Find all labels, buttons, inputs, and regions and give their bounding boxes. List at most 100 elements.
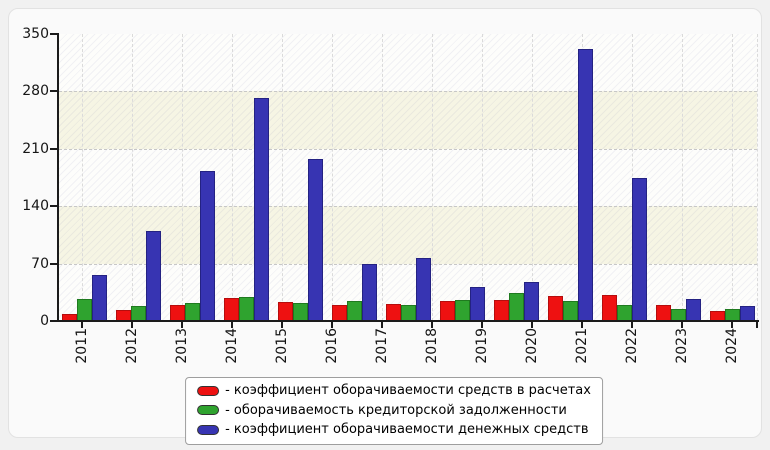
bar-receivables-turnover-ratio-g5 [277, 302, 293, 321]
y-tick-210 [50, 147, 57, 150]
y-axis-line [57, 33, 59, 322]
y-tick-70 [50, 262, 57, 265]
x-tick-2019 [481, 322, 483, 328]
x-tick-2024 [731, 322, 733, 328]
bar-receivables-turnover-ratio-g2 [115, 310, 131, 321]
x-tick-2011 [81, 322, 83, 328]
x-tick-2017 [381, 322, 383, 328]
plot-band-280-350 [59, 34, 757, 92]
legend-item-payables-turnover: - оборачиваемость кредиторской задолженн… [197, 401, 591, 421]
v-gridline-2023 [682, 34, 683, 321]
y-axis-label-140: 140 [22, 198, 49, 215]
bar-receivables-turnover-ratio-g13 [709, 311, 725, 321]
bar-cash-turnover-ratio-g8 [469, 287, 485, 321]
legend-label-cash-turnover-ratio: - коэффициент оборачиваемости денежных с… [225, 422, 589, 438]
bar-cash-turnover-ratio-g7 [415, 257, 431, 321]
x-tick-2012 [131, 322, 133, 328]
x-axis-label-2017: 2017 [374, 328, 390, 364]
bar-cash-turnover-ratio-g5 [307, 158, 323, 321]
x-tick-2015 [281, 322, 283, 328]
x-axis-label-2011: 2011 [74, 328, 90, 364]
bar-cash-turnover-ratio-g1 [91, 275, 107, 321]
bar-cash-turnover-ratio-g9 [523, 282, 539, 321]
v-gridline-end [757, 34, 758, 321]
x-axis-label-2020: 2020 [524, 328, 540, 364]
x-tick-2014 [231, 322, 233, 328]
bar-receivables-turnover-ratio-g6 [331, 305, 347, 321]
v-gridline-2011 [82, 34, 83, 321]
bar-payables-turnover-g7 [400, 304, 416, 321]
x-axis-label-2019: 2019 [474, 328, 490, 364]
x-axis-label-2012: 2012 [124, 328, 140, 364]
y-axis-label-70: 70 [31, 255, 49, 272]
bar-payables-turnover-g11 [616, 304, 632, 321]
bar-receivables-turnover-ratio-g11 [601, 294, 617, 321]
chart-card: 0 70 140 210 280 350 2011 2012 2013 2014 2015 2016… [8, 8, 762, 445]
legend-marker-cash-turnover-ratio [197, 424, 220, 435]
bar-cash-turnover-ratio-g11 [631, 178, 647, 321]
bar-receivables-turnover-ratio-g7 [385, 303, 401, 321]
bar-payables-turnover-g5 [292, 302, 308, 321]
bar-receivables-turnover-ratio-g3 [169, 305, 185, 321]
y-axis-label-210: 210 [22, 140, 49, 157]
bar-receivables-turnover-ratio-g10 [547, 296, 563, 321]
bar-cash-turnover-ratio-g10 [577, 48, 593, 321]
x-tick-2013 [181, 322, 183, 328]
bar-payables-turnover-g1 [76, 298, 92, 321]
plot-area [59, 34, 758, 321]
y-axis-label-280: 280 [22, 83, 49, 100]
v-gridline-2012 [132, 34, 133, 321]
v-gridline-2020 [532, 34, 533, 321]
v-gridline-2018 [432, 34, 433, 321]
legend: - коэффициент оборачиваемости средств в … [185, 377, 603, 445]
v-gridline-2017 [382, 34, 383, 321]
bar-cash-turnover-ratio-g2 [145, 230, 161, 321]
bar-cash-turnover-ratio-g3 [199, 170, 215, 321]
legend-item-cash-turnover-ratio: - коэффициент оборачиваемости денежных с… [197, 420, 591, 440]
plot-band-210-280 [59, 91, 757, 149]
v-gridline-2024 [732, 34, 733, 321]
bar-cash-turnover-ratio-g12 [685, 298, 701, 321]
x-axis-line [57, 320, 759, 322]
y-axis-label-0: 0 [40, 313, 49, 329]
v-gridline-2019 [482, 34, 483, 321]
bar-payables-turnover-g4 [238, 297, 254, 321]
x-axis-label-2024: 2024 [724, 328, 740, 364]
legend-marker-payables-turnover [197, 405, 220, 416]
bar-cash-turnover-ratio-g13 [739, 306, 755, 321]
x-axis-label-2015: 2015 [274, 328, 290, 364]
bar-receivables-turnover-ratio-g12 [655, 305, 671, 321]
h-gridline-140 [59, 206, 757, 208]
bar-receivables-turnover-ratio-g1 [61, 314, 77, 321]
hatch-pattern [59, 34, 757, 321]
v-gridline-2016 [332, 34, 333, 321]
legend-item-receivables-turnover-ratio: - коэффициент оборачиваемости средств в … [197, 381, 591, 401]
bar-receivables-turnover-ratio-g9 [493, 299, 509, 321]
legend-marker-receivables-turnover-ratio [197, 385, 220, 396]
x-axis-label-2013: 2013 [174, 328, 190, 364]
bar-cash-turnover-ratio-g6 [361, 263, 377, 321]
bar-payables-turnover-g13 [724, 308, 740, 321]
y-axis-label-350: 350 [22, 26, 49, 42]
x-tick-2020 [531, 322, 533, 328]
bar-payables-turnover-g6 [346, 300, 362, 321]
h-gridline-210 [59, 148, 757, 150]
x-tick-2023 [681, 322, 683, 328]
x-tick-axis-end [756, 322, 758, 328]
legend-label-payables-turnover: - оборачиваемость кредиторской задолженн… [225, 402, 567, 418]
v-gridline-2015 [282, 34, 283, 321]
x-tick-2021 [581, 322, 583, 328]
y-tick-280 [50, 90, 57, 93]
x-axis-label-2021: 2021 [574, 328, 590, 364]
bar-payables-turnover-g2 [130, 306, 146, 321]
x-axis-label-2023: 2023 [674, 328, 690, 364]
y-tick-140 [50, 205, 57, 208]
x-tick-2022 [631, 322, 633, 328]
x-tick-2018 [431, 322, 433, 328]
h-gridline-280 [59, 91, 757, 93]
bar-cash-turnover-ratio-g4 [253, 97, 269, 321]
x-axis-label-2018: 2018 [424, 328, 440, 364]
legend-label-receivables-turnover-ratio: - коэффициент оборачиваемости средств в … [225, 383, 591, 399]
bar-payables-turnover-g3 [184, 302, 200, 321]
